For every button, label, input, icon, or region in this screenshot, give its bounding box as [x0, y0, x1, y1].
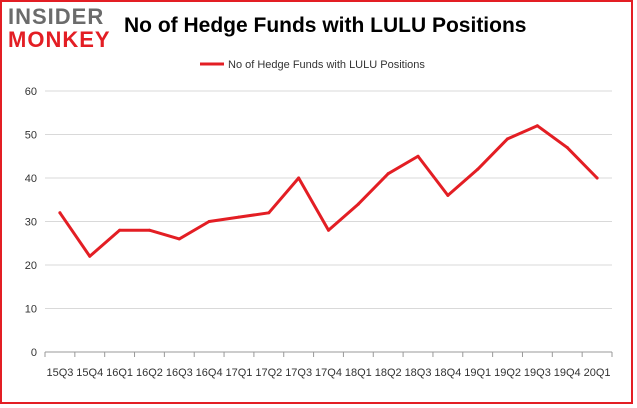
data-point — [356, 202, 360, 206]
data-point — [595, 176, 599, 180]
x-tick-label: 18Q1 — [345, 367, 372, 379]
data-point — [506, 137, 510, 141]
data-point — [147, 228, 151, 232]
y-tick-label: 40 — [25, 173, 37, 185]
x-tick-label: 17Q2 — [255, 367, 282, 379]
data-point — [237, 215, 241, 219]
data-point — [118, 228, 122, 232]
x-tick-label: 16Q3 — [166, 367, 193, 379]
data-point — [267, 211, 271, 215]
data-point — [386, 172, 390, 176]
x-tick-label: 18Q4 — [434, 367, 461, 379]
data-point — [88, 254, 92, 258]
data-point — [446, 193, 450, 197]
x-tick-label: 19Q4 — [554, 367, 581, 379]
legend: No of Hedge Funds with LULU Positions — [200, 59, 425, 71]
series-layer — [58, 124, 599, 258]
data-point — [58, 211, 62, 215]
series-line — [58, 124, 599, 258]
data-point — [327, 228, 330, 232]
y-axis-ticks: 0 10 20 30 40 50 60 — [25, 86, 37, 359]
y-tick-label: 30 — [25, 217, 37, 229]
y-tick-label: 60 — [25, 86, 37, 98]
y-tick-label: 20 — [25, 260, 37, 272]
chart-title: No of Hedge Funds with LULU Positions — [124, 14, 527, 37]
x-tick-label: 18Q2 — [375, 367, 402, 379]
x-tick-label: 19Q1 — [464, 367, 491, 379]
logo-line-1: INSIDER — [8, 4, 105, 29]
x-tick-label: 16Q2 — [136, 367, 163, 379]
data-point — [476, 167, 480, 171]
x-tick-label: 18Q3 — [405, 367, 432, 379]
y-tick-label: 50 — [25, 130, 37, 142]
data-point — [297, 176, 301, 180]
data-point — [177, 237, 181, 241]
x-tick-label: 17Q4 — [315, 367, 342, 379]
insider-monkey-logo: INSIDER MONKEY — [8, 6, 111, 51]
data-point — [535, 124, 539, 128]
x-tick-label: 17Q1 — [226, 367, 253, 379]
x-tick-label: 16Q4 — [196, 367, 223, 379]
y-tick-label: 10 — [25, 304, 37, 316]
x-tick-label: 16Q1 — [106, 367, 133, 379]
y-tick-label: 0 — [31, 347, 37, 359]
x-axis-ticks: 15Q3 15Q4 16Q1 16Q2 16Q3 16Q4 17Q1 17Q2 17Q3 17Q4… — [44, 352, 613, 379]
data-point — [416, 154, 420, 158]
data-point — [565, 146, 569, 150]
x-tick-label: 19Q3 — [524, 367, 551, 379]
grid-lines — [45, 90, 612, 353]
legend-label: No of Hedge Funds with LULU Positions — [228, 59, 425, 71]
data-point — [207, 220, 211, 223]
x-tick-label: 15Q3 — [46, 367, 73, 379]
x-tick-label: 19Q2 — [494, 367, 521, 379]
logo-line-2: MONKEY — [8, 27, 111, 52]
x-tick-label: 20Q1 — [584, 367, 611, 379]
x-tick-label: 15Q4 — [76, 367, 103, 379]
x-tick-label: 17Q3 — [285, 367, 312, 379]
